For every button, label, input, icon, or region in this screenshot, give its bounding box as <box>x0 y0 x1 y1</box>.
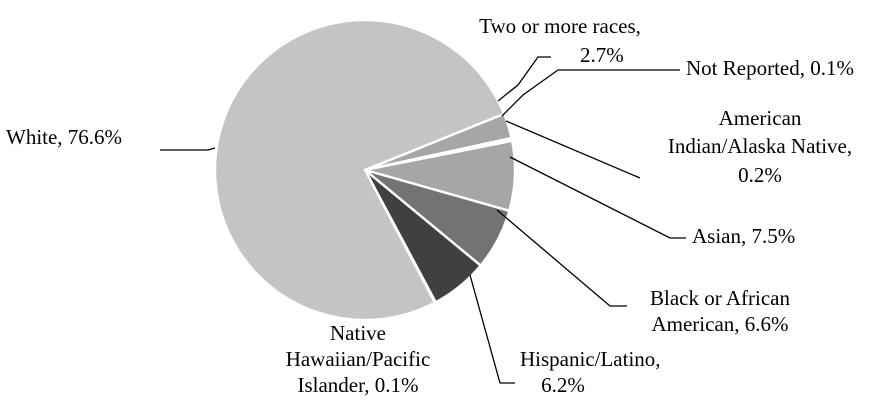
slice-label-7-line-0: White, 76.6% <box>6 125 122 149</box>
slice-labels: Two or more races, 2.7% Not Reported, 0.1%… <box>6 14 854 397</box>
slice-label-6-line-0: Native <box>330 321 386 345</box>
leader-line-2 <box>505 120 641 179</box>
leader-line-1 <box>501 69 680 117</box>
leader-line-4 <box>496 209 627 307</box>
pie-slice-7 <box>213 18 506 322</box>
slice-label-2-line-1: Indian/Alaska Native, <box>668 134 852 158</box>
slice-label-0-line-0: Two or more races, <box>479 14 641 38</box>
slice-label-2-line-2: 0.2% <box>738 163 782 187</box>
slice-label-2-line-0: American <box>719 106 802 130</box>
slice-label-1-line-0: Not Reported, 0.1% <box>686 56 854 80</box>
leader-line-0 <box>497 56 551 102</box>
slice-label-4-line-1: American, 6.6% <box>651 312 788 336</box>
leader-line-5 <box>469 274 515 384</box>
slice-label-5-line-1: 6.2% <box>541 373 585 397</box>
slice-label-0-line-1: 2.7% <box>580 43 624 67</box>
leader-lines <box>160 56 686 384</box>
leader-line-3 <box>509 156 686 239</box>
slice-label-6-line-2: Islander, 0.1% <box>297 373 418 397</box>
slice-label-6-line-1: Hawaiian/Pacific <box>286 347 431 371</box>
slice-label-4-line-0: Black or African <box>650 286 790 310</box>
slice-label-3-line-0: Asian, 7.5% <box>692 224 795 248</box>
pie-slices <box>213 18 517 322</box>
slice-label-5-line-0: Hispanic/Latino, <box>520 347 661 371</box>
leader-line-7 <box>160 147 216 151</box>
